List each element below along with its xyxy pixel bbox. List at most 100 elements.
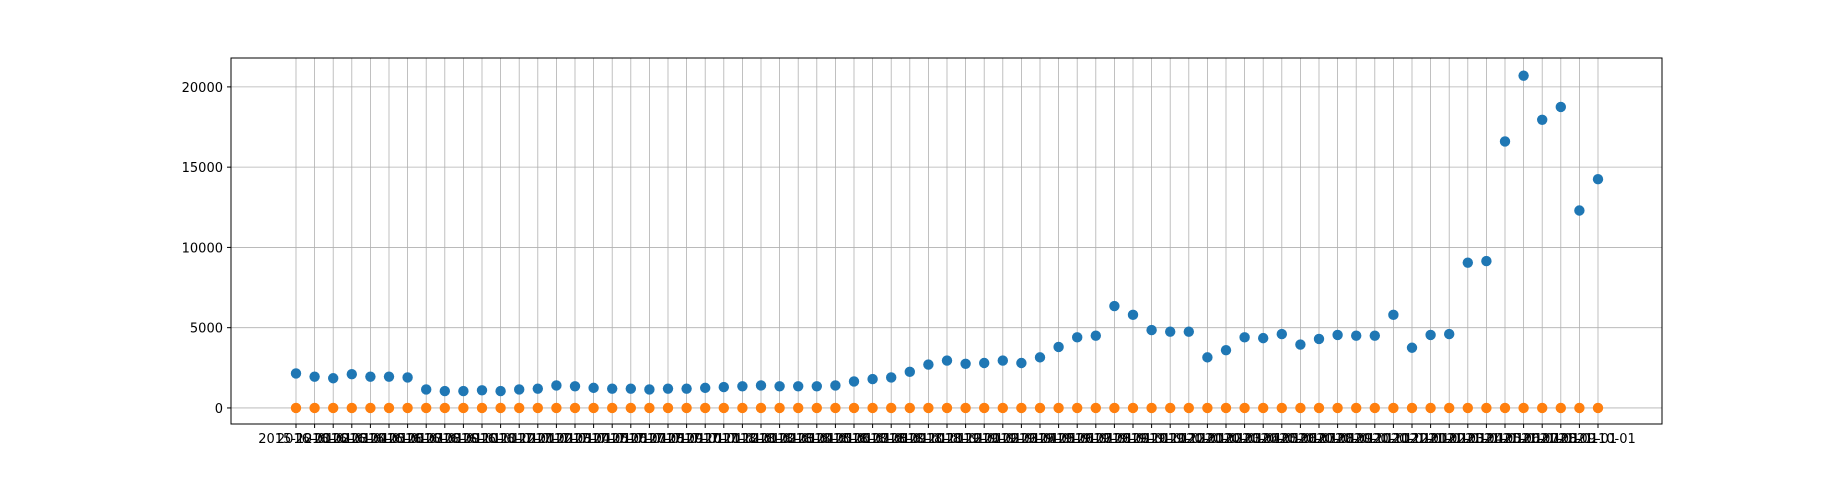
data-point	[1555, 402, 1567, 414]
data-point	[1332, 402, 1343, 414]
x-tick-label: 2021-01-01	[1393, 432, 1469, 447]
data-point	[1165, 326, 1176, 337]
x-tick-label: 2019-01-01	[946, 432, 1022, 447]
data-point	[644, 384, 655, 395]
data-point	[1444, 328, 1455, 340]
data-point	[476, 402, 488, 414]
x-tick-label: 2017-09-01	[649, 432, 725, 447]
data-point	[1258, 402, 1269, 414]
data-point	[569, 402, 581, 414]
x-tick-label: 2017-06-01	[593, 432, 669, 447]
data-point	[830, 380, 841, 391]
x-tick-label: 2019-04-01	[1002, 432, 1078, 447]
data-point	[755, 402, 767, 414]
x-tick-label: 2015-12-01	[258, 432, 334, 447]
data-point	[551, 380, 562, 391]
data-point	[402, 402, 413, 414]
x-tick-label: 2017-07-01	[612, 432, 688, 447]
x-tick-label: 2020-03-01	[1207, 432, 1283, 447]
data-point	[1406, 342, 1418, 353]
x-tick-label: 2018-03-01	[760, 432, 836, 447]
data-point	[328, 373, 339, 384]
data-point	[997, 355, 1008, 366]
data-point	[662, 402, 674, 414]
data-point	[1072, 402, 1083, 414]
x-tick-label: 2019-12-01	[1151, 432, 1227, 447]
data-point	[1090, 402, 1102, 414]
data-point	[1034, 402, 1046, 414]
data-point	[1239, 402, 1250, 414]
x-tick-label: 2016-04-01	[333, 432, 409, 447]
x-tick-label: 2019-09-01	[1095, 432, 1171, 447]
data-point	[1258, 332, 1269, 344]
x-tick-label: 2017-08-01	[630, 432, 706, 447]
x-tick-label: 2016-06-01	[370, 432, 446, 447]
x-tick-label: 2018-05-01	[798, 432, 874, 447]
data-point	[1388, 402, 1399, 414]
series-layer	[290, 70, 1604, 414]
data-point	[1592, 173, 1604, 185]
x-tick-label: 2019-10-01	[1114, 432, 1190, 447]
x-tick-label: 2019-11-01	[1132, 432, 1208, 447]
data-point	[309, 371, 320, 382]
data-point	[923, 359, 934, 370]
x-tick-label: 2018-06-01	[816, 432, 892, 447]
data-point	[904, 402, 915, 414]
x-tick-label: 2019-05-01	[1021, 432, 1097, 447]
data-point	[309, 402, 320, 414]
data-point	[886, 372, 897, 383]
data-point	[1518, 70, 1529, 81]
data-point	[1388, 309, 1399, 321]
x-tick-label: 2019-02-01	[965, 432, 1041, 447]
x-tick-label: 2017-05-01	[574, 432, 650, 447]
data-point	[625, 383, 636, 394]
plot-frame	[230, 57, 1663, 425]
data-point	[997, 402, 1008, 414]
data-point	[1146, 324, 1157, 336]
data-point	[421, 402, 432, 414]
data-point	[365, 402, 376, 414]
y-tick-label: 15000	[182, 161, 223, 176]
data-point	[607, 383, 618, 394]
data-point	[811, 381, 822, 392]
data-point	[904, 366, 915, 378]
data-point	[960, 402, 971, 414]
data-point	[979, 357, 990, 369]
y-tick-label: 10000	[182, 241, 223, 256]
data-point	[1016, 357, 1027, 369]
x-tick-label: 2017-01-01	[500, 432, 576, 447]
data-point	[1406, 402, 1418, 414]
x-tick-label: 2016-11-01	[463, 432, 539, 447]
data-point	[346, 402, 357, 414]
data-point	[365, 371, 376, 382]
data-point	[867, 402, 878, 414]
x-tick-label: 2020-11-01	[1356, 432, 1432, 447]
data-point	[1276, 402, 1288, 414]
data-point	[960, 358, 971, 370]
x-tick-label: 2017-10-01	[667, 432, 743, 447]
data-point	[588, 382, 599, 394]
x-tick-label: 2020-10-01	[1337, 432, 1413, 447]
data-point	[737, 381, 748, 392]
y-axis-ticks: 0 5000 10000 15000 20000	[182, 81, 231, 417]
data-point	[588, 402, 599, 414]
data-point	[1537, 114, 1548, 126]
x-tick-label: 2021-02-01	[1411, 432, 1487, 447]
y-tick-label: 5000	[190, 322, 223, 337]
series-0	[290, 70, 1604, 397]
x-tick-label: 2017-04-01	[556, 432, 632, 447]
data-point	[439, 385, 450, 397]
data-point	[1444, 402, 1455, 414]
x-tick-label: 2021-04-01	[1449, 432, 1525, 447]
data-point	[1183, 402, 1195, 414]
data-point	[1109, 300, 1120, 312]
x-tick-label: 2021-10-01	[1560, 432, 1636, 447]
x-tick-label: 2016-05-01	[351, 432, 427, 447]
data-point	[1481, 255, 1492, 267]
data-point	[1220, 344, 1232, 356]
grid-layer	[231, 58, 1662, 424]
data-point	[383, 402, 395, 414]
x-tick-label: 2021-06-01	[1486, 432, 1562, 447]
data-point	[625, 402, 636, 414]
